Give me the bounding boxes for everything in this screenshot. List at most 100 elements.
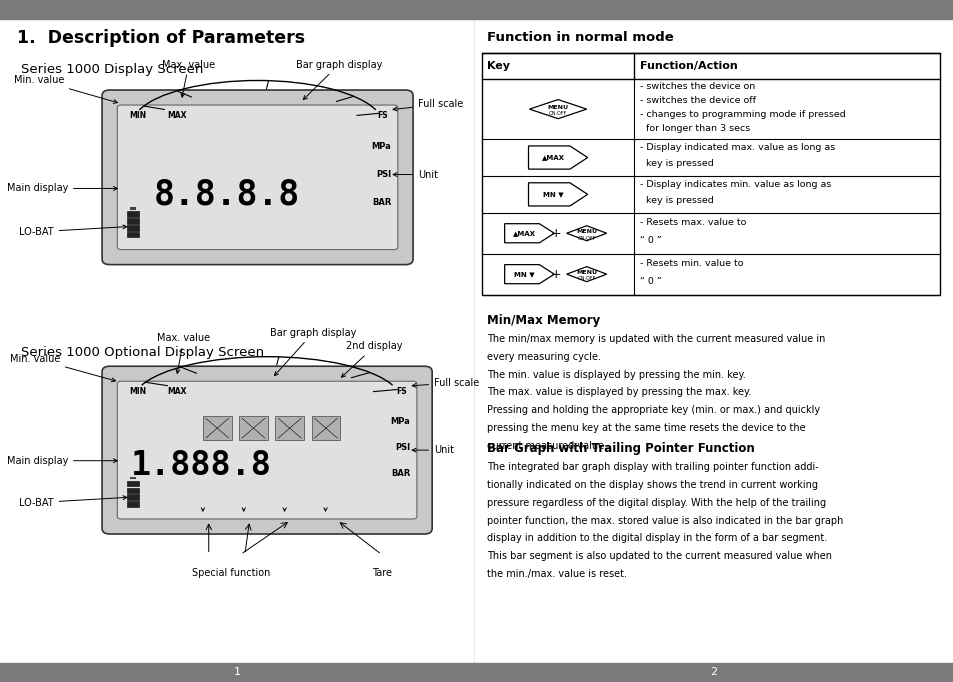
Text: - Resets max. value to: - Resets max. value to [639, 218, 746, 227]
Text: LO-BAT: LO-BAT [19, 225, 127, 237]
Text: Max. value: Max. value [157, 333, 211, 373]
Text: - switches the device on: - switches the device on [639, 83, 755, 91]
Text: every measuring cycle.: every measuring cycle. [486, 352, 599, 362]
Text: 2nd display: 2nd display [341, 341, 402, 377]
Bar [130, 207, 136, 210]
Text: Series 1000 Optional Display Screen: Series 1000 Optional Display Screen [21, 346, 264, 359]
Text: Key: Key [487, 61, 510, 71]
Text: Unit: Unit [393, 170, 437, 179]
Text: Unit: Unit [412, 445, 454, 455]
Text: Pressing and holding the appropriate key (min. or max.) and quickly: Pressing and holding the appropriate key… [486, 405, 819, 415]
Text: ▲MAX: ▲MAX [513, 231, 536, 236]
Text: BAR: BAR [391, 469, 410, 479]
FancyBboxPatch shape [117, 381, 416, 519]
Text: Min/Max Memory: Min/Max Memory [486, 314, 599, 327]
Text: Function in normal mode: Function in normal mode [486, 31, 673, 44]
Text: “ 0 ”: “ 0 ” [639, 277, 661, 286]
Text: Max. value: Max. value [162, 59, 215, 97]
Text: pressing the menu key at the same time resets the device to the: pressing the menu key at the same time r… [486, 423, 804, 433]
Text: - Resets min. value to: - Resets min. value to [639, 259, 742, 268]
Bar [0, 663, 474, 682]
Bar [127, 501, 139, 507]
Text: BAR: BAR [372, 198, 391, 207]
Polygon shape [529, 100, 586, 119]
Text: This bar segment is also updated to the current measured value when: This bar segment is also updated to the … [486, 551, 831, 561]
Text: The max. value is displayed by pressing the max. key.: The max. value is displayed by pressing … [486, 387, 750, 398]
Text: pressure regardless of the digital display. With the help of the trailing: pressure regardless of the digital displ… [486, 498, 824, 508]
Text: MENU: MENU [576, 269, 597, 275]
Text: MAX: MAX [167, 387, 186, 396]
Bar [0, 0, 953, 19]
Text: for longer than 3 secs: for longer than 3 secs [639, 124, 750, 133]
Text: MIN: MIN [129, 387, 146, 396]
Bar [127, 225, 139, 231]
Bar [127, 494, 139, 500]
Bar [312, 416, 340, 440]
Text: - Display indicates min. value as long as: - Display indicates min. value as long a… [639, 180, 831, 190]
Text: MN ▼: MN ▼ [514, 271, 535, 277]
Text: 1.  Description of Parameters: 1. Description of Parameters [17, 29, 305, 46]
Text: 8.8.8.8: 8.8.8.8 [153, 177, 299, 211]
Text: Bar graph display: Bar graph display [295, 59, 382, 100]
Text: Tare: Tare [372, 568, 391, 578]
Polygon shape [504, 224, 554, 243]
Text: MIN: MIN [129, 111, 146, 120]
Bar [127, 211, 139, 217]
Bar [130, 477, 136, 479]
Text: Main display: Main display [7, 183, 117, 194]
Text: LO-BAT: LO-BAT [19, 496, 127, 507]
Text: pointer function, the max. stored value is also indicated in the bar graph: pointer function, the max. stored value … [486, 516, 842, 526]
FancyBboxPatch shape [102, 366, 432, 534]
Text: tionally indicated on the display shows the trend in current working: tionally indicated on the display shows … [486, 480, 817, 490]
Bar [127, 218, 139, 224]
Text: Min. value: Min. value [14, 75, 117, 104]
Polygon shape [528, 183, 587, 206]
Text: Series 1000 Display Screen: Series 1000 Display Screen [21, 63, 203, 76]
Text: Bar graph display: Bar graph display [270, 327, 356, 376]
Text: Full scale: Full scale [393, 100, 462, 111]
Bar [239, 416, 268, 440]
Polygon shape [566, 267, 606, 282]
Bar [127, 488, 139, 493]
Text: The min/max memory is updated with the current measured value in: The min/max memory is updated with the c… [486, 334, 824, 344]
Text: FS: FS [396, 387, 407, 396]
Text: - changes to programming mode if pressed: - changes to programming mode if pressed [639, 110, 845, 119]
Text: MENU: MENU [547, 104, 568, 110]
Text: - Display indicated max. value as long as: - Display indicated max. value as long a… [639, 143, 835, 153]
Text: The integrated bar graph display with trailing pointer function addi-: The integrated bar graph display with tr… [486, 462, 818, 473]
Text: ON·OFF: ON·OFF [577, 235, 596, 241]
Text: Bar Graph with Trailing Pointer Function: Bar Graph with Trailing Pointer Function [486, 442, 754, 455]
Text: - switches the device off: - switches the device off [639, 96, 756, 105]
Polygon shape [528, 146, 587, 169]
Bar [127, 232, 139, 237]
Text: “ 0 ”: “ 0 ” [639, 236, 661, 245]
Text: +: + [550, 267, 561, 281]
Text: 1.888.8: 1.888.8 [131, 449, 272, 482]
Text: Main display: Main display [7, 456, 117, 466]
Text: MPa: MPa [371, 143, 391, 151]
Text: MENU: MENU [576, 228, 597, 234]
Text: 2: 2 [710, 668, 717, 677]
Text: ON·OFF: ON·OFF [548, 111, 567, 117]
Text: Min. value: Min. value [10, 353, 115, 382]
Polygon shape [504, 265, 554, 284]
Text: the min./max. value is reset.: the min./max. value is reset. [486, 569, 626, 579]
Text: Special function: Special function [192, 568, 270, 578]
Bar [127, 481, 139, 486]
Text: key is pressed: key is pressed [639, 196, 713, 205]
Text: Full scale: Full scale [412, 378, 478, 387]
Text: The min. value is displayed by pressing the min. key.: The min. value is displayed by pressing … [486, 370, 744, 380]
Text: +: + [550, 226, 561, 240]
Bar [203, 416, 232, 440]
Text: 1: 1 [233, 668, 240, 677]
Text: MPa: MPa [390, 417, 410, 426]
Text: key is pressed: key is pressed [639, 160, 713, 168]
Text: MAX: MAX [167, 111, 186, 120]
Text: PSI: PSI [375, 170, 391, 179]
Bar [275, 416, 304, 440]
Text: PSI: PSI [395, 443, 410, 452]
Text: Function/Action: Function/Action [639, 61, 737, 71]
Text: ON·OFF: ON·OFF [577, 276, 596, 282]
FancyBboxPatch shape [102, 90, 413, 265]
FancyBboxPatch shape [117, 105, 397, 250]
